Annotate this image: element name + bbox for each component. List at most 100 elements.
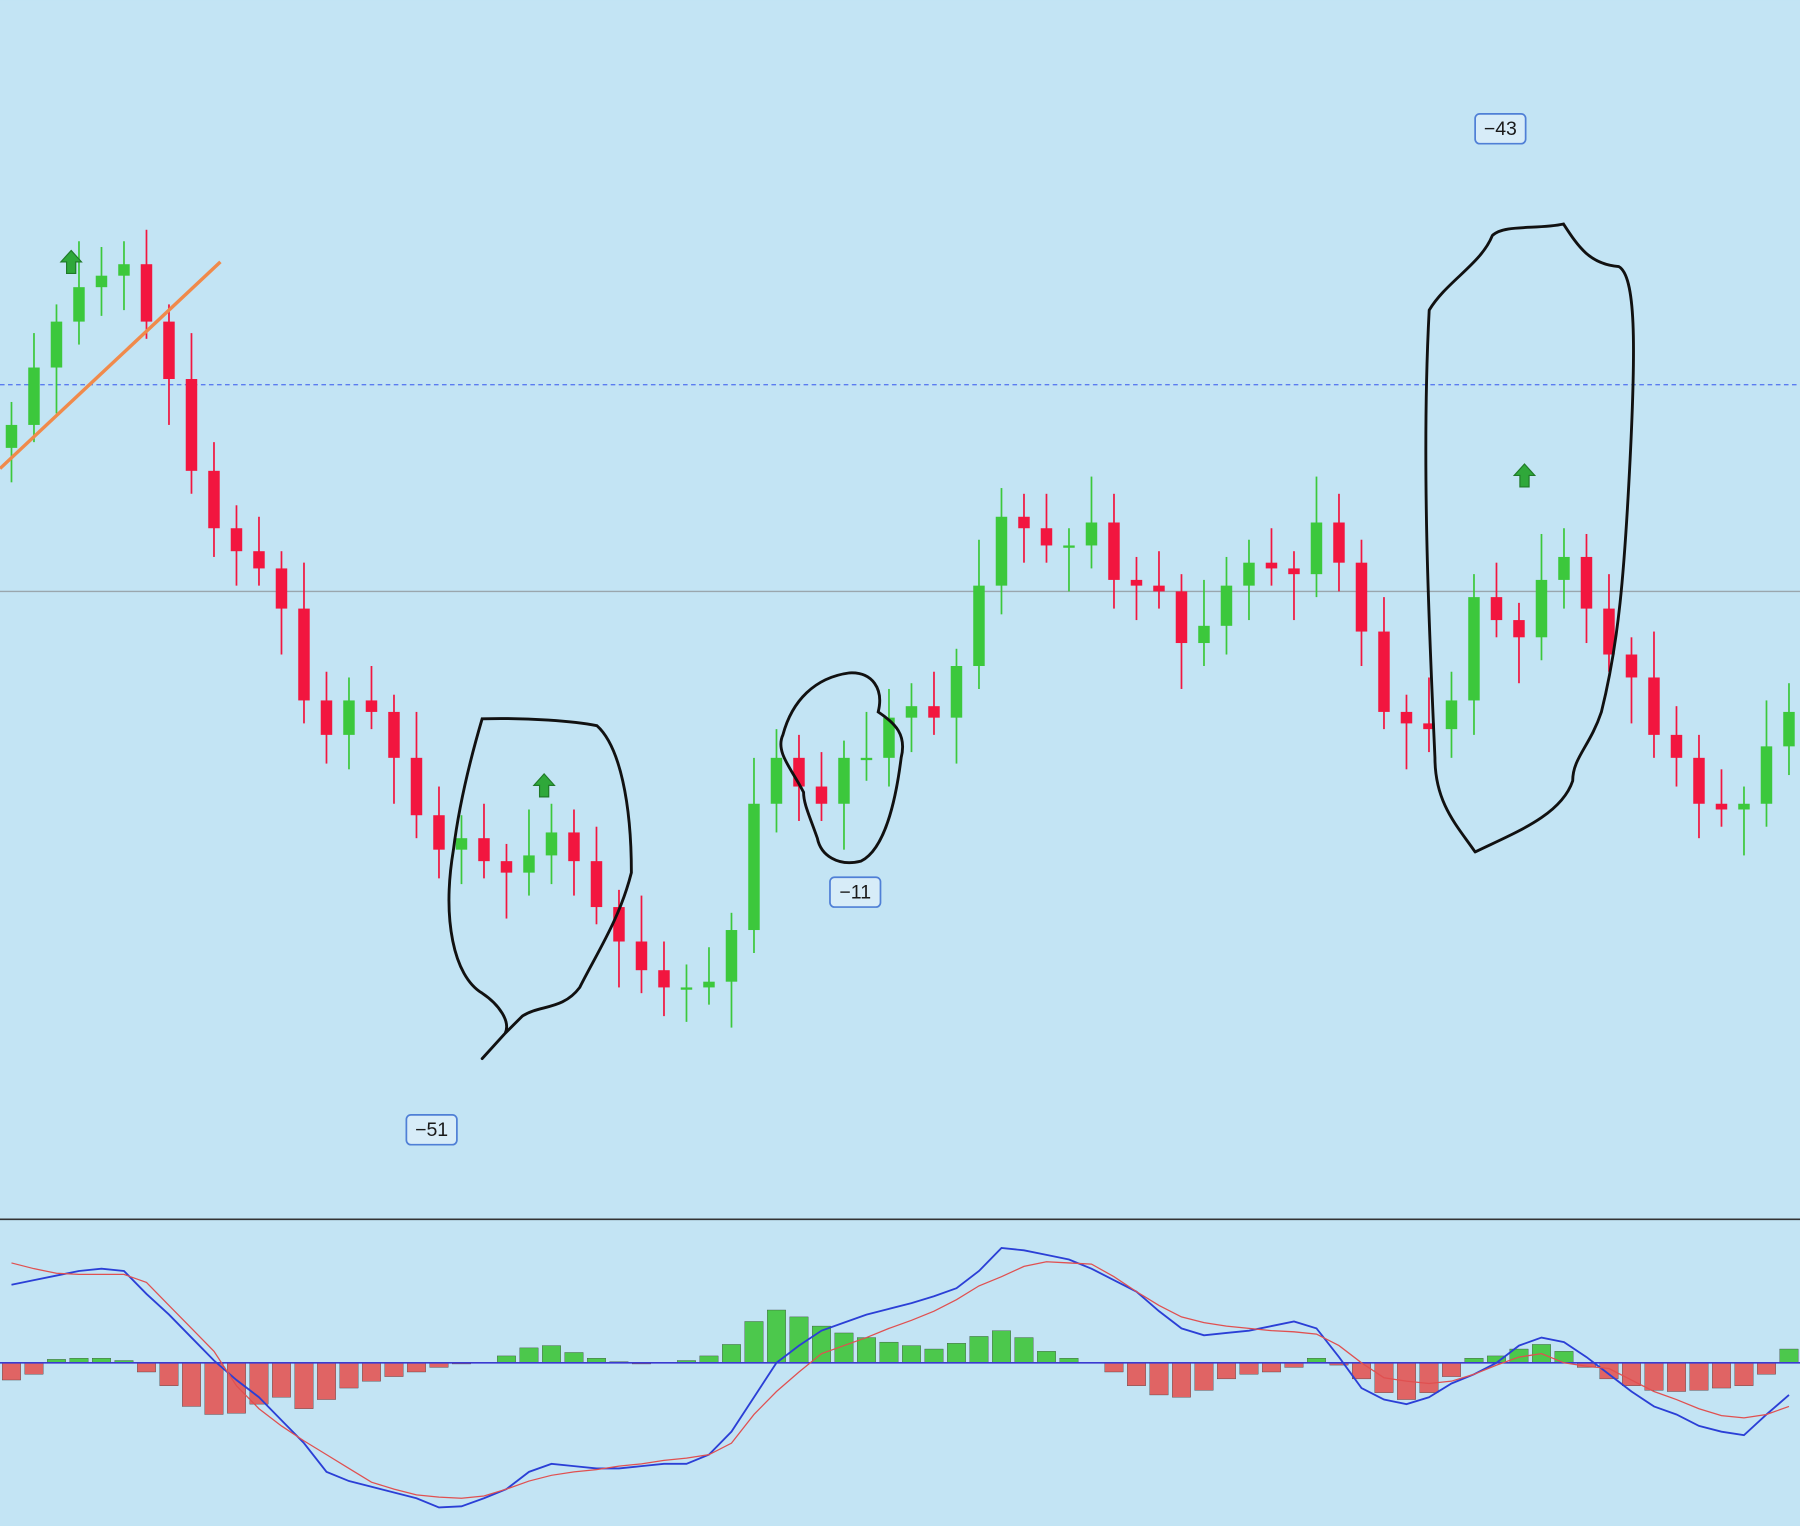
candle-body bbox=[1130, 579, 1143, 586]
candle-body bbox=[50, 321, 63, 368]
histogram-bar bbox=[1442, 1362, 1461, 1377]
scribble bbox=[447, 717, 633, 1061]
candle-body bbox=[343, 700, 355, 735]
candle-body bbox=[28, 367, 40, 425]
histogram-bar bbox=[722, 1344, 741, 1363]
candle-body bbox=[1693, 757, 1705, 804]
histogram-bar bbox=[744, 1321, 764, 1363]
histogram-bar bbox=[699, 1355, 719, 1363]
candle-body bbox=[770, 757, 783, 804]
candle-body bbox=[748, 803, 760, 931]
candle-body bbox=[1018, 516, 1030, 529]
histogram-bar bbox=[1734, 1362, 1754, 1386]
histogram-bar bbox=[1352, 1362, 1371, 1380]
histogram-bar bbox=[1599, 1362, 1619, 1380]
candle-body bbox=[613, 907, 625, 942]
candle-body bbox=[275, 568, 288, 609]
up-arrow bbox=[1512, 463, 1537, 488]
histogram-bar bbox=[1667, 1362, 1686, 1392]
candle-body bbox=[973, 585, 985, 666]
scribble bbox=[779, 671, 904, 864]
histogram-bar bbox=[384, 1362, 404, 1377]
scribble bbox=[1424, 222, 1635, 854]
histogram-bar bbox=[407, 1362, 426, 1373]
candle-body bbox=[1108, 522, 1120, 580]
histogram-bar bbox=[1644, 1362, 1664, 1391]
histogram-bar bbox=[1262, 1362, 1281, 1373]
hand-drawing bbox=[447, 222, 1635, 1061]
candle-body bbox=[455, 838, 468, 850]
histogram-bar bbox=[137, 1362, 156, 1373]
candle-body bbox=[883, 717, 895, 758]
candle-body bbox=[928, 706, 940, 718]
histogram-bar bbox=[564, 1352, 584, 1363]
candle-body bbox=[1603, 608, 1615, 655]
up-arrow bbox=[532, 773, 556, 798]
candle-body bbox=[5, 424, 18, 448]
macd-panel bbox=[0, 1247, 1800, 1509]
histogram-bar bbox=[497, 1355, 516, 1363]
histogram-bar bbox=[1554, 1351, 1574, 1363]
histogram-bar bbox=[227, 1362, 246, 1414]
candle-body bbox=[1310, 522, 1323, 575]
candle-body bbox=[703, 981, 715, 988]
annotation-label: −11 bbox=[839, 881, 871, 903]
candle-body bbox=[118, 264, 130, 276]
candle-body bbox=[1333, 522, 1345, 563]
histogram-bar bbox=[767, 1309, 786, 1363]
candle-body bbox=[1085, 522, 1098, 546]
annotations: −51 −11 −43 bbox=[405, 112, 1527, 1146]
candle-body bbox=[1445, 700, 1458, 730]
candle-body bbox=[1265, 562, 1278, 569]
histogram-bar bbox=[1217, 1362, 1236, 1380]
candle-body bbox=[1535, 579, 1548, 638]
histogram-bar bbox=[1622, 1362, 1641, 1386]
candle-body bbox=[1243, 562, 1255, 586]
histogram-bar bbox=[1194, 1362, 1214, 1391]
candle-body bbox=[185, 379, 198, 471]
candle-body bbox=[1220, 585, 1233, 626]
annotation-box bbox=[1474, 112, 1527, 145]
candle-body bbox=[590, 861, 603, 908]
histogram-bar bbox=[2, 1362, 21, 1381]
candle-body bbox=[1355, 562, 1368, 632]
histogram-bar bbox=[317, 1362, 336, 1400]
candle-body bbox=[793, 757, 805, 787]
candle-body bbox=[950, 665, 963, 718]
candle-body bbox=[1378, 631, 1390, 712]
histogram-bar bbox=[1127, 1362, 1146, 1386]
candle-body bbox=[523, 855, 535, 873]
candle-body bbox=[905, 706, 918, 718]
trend-line bbox=[0, 260, 222, 470]
candle-body bbox=[388, 711, 400, 758]
candle-body bbox=[410, 757, 423, 816]
histogram-bar bbox=[969, 1336, 989, 1363]
histogram-bar bbox=[902, 1345, 921, 1363]
histogram-bar bbox=[519, 1347, 539, 1363]
candle-body bbox=[140, 264, 153, 322]
candle-body bbox=[1490, 597, 1503, 621]
candle-body bbox=[95, 275, 108, 288]
candle-body bbox=[500, 861, 513, 873]
candle-body bbox=[1198, 625, 1210, 644]
candle-body bbox=[680, 987, 693, 990]
candle-body bbox=[433, 815, 445, 850]
histogram-bar bbox=[947, 1343, 966, 1363]
annotation-box bbox=[829, 876, 882, 908]
up-arrow bbox=[59, 249, 83, 274]
histogram-bar bbox=[1712, 1362, 1731, 1389]
candle-body bbox=[1558, 556, 1570, 580]
histogram-bar bbox=[294, 1362, 314, 1409]
histogram-bar bbox=[339, 1362, 359, 1389]
candle-body bbox=[1783, 711, 1795, 747]
indicator-line bbox=[11, 1247, 1790, 1509]
histogram-bar bbox=[1779, 1348, 1799, 1363]
annotation-box bbox=[405, 1113, 458, 1146]
candle-body bbox=[1625, 654, 1638, 678]
candle-body bbox=[1760, 746, 1773, 804]
histogram-bar bbox=[1239, 1362, 1259, 1375]
candle-body bbox=[568, 832, 580, 862]
candle-body bbox=[725, 930, 738, 982]
histogram-bar bbox=[992, 1330, 1011, 1363]
candle-body bbox=[815, 786, 828, 804]
